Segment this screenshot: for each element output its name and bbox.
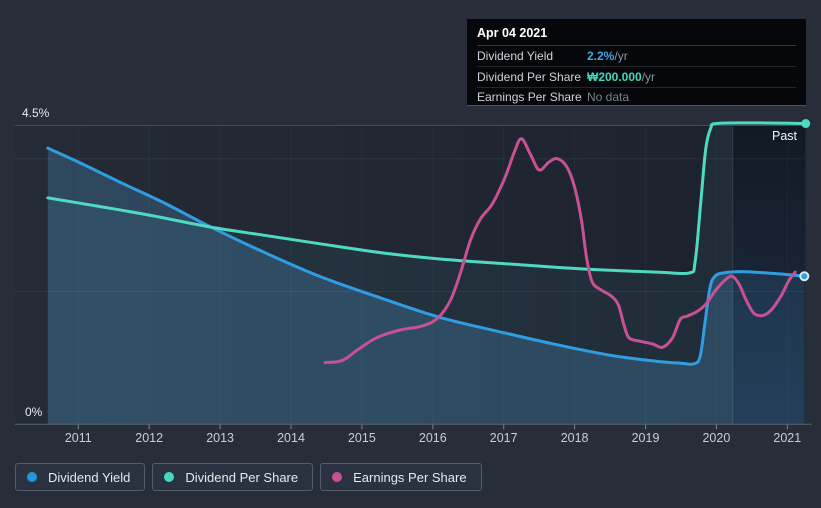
year-label-2019: 2019 — [632, 431, 660, 445]
x-axis — [15, 423, 812, 430]
tooltip-value-suffix: /yr — [641, 70, 656, 84]
tooltip-value: ₩200.000 — [587, 70, 642, 84]
series-area-fills — [47, 122, 806, 425]
dividend-per-share-dot-icon — [164, 472, 175, 482]
earnings-per-share-dot-icon — [332, 472, 343, 482]
legend-item-earnings-per-share[interactable]: Earnings Per Share — [320, 463, 482, 491]
year-label-2015: 2015 — [348, 431, 376, 445]
year-label-2021: 2021 — [773, 431, 801, 445]
x-axis-year-labels: 2011 2012 2013 2014 2015 2016 2017 2018 2019 2020… — [65, 431, 801, 445]
legend-label: Earnings Per Share — [353, 469, 467, 485]
year-label-2013: 2013 — [206, 431, 234, 445]
past-label: Past — [772, 129, 798, 143]
tooltip-row-earnings-per-share: Earnings Per Share No data — [477, 88, 796, 105]
dividend-per-share-line — [46, 121, 808, 276]
y-axis-max-label: 4.5% — [22, 106, 50, 120]
year-label-2014: 2014 — [277, 431, 305, 445]
tooltip-label: Dividend Yield — [477, 49, 554, 63]
dividend-per-share-end-dot — [801, 119, 811, 129]
legend-item-dividend-per-share[interactable]: Dividend Per Share — [152, 463, 314, 491]
dividend-per-share-area — [47, 122, 806, 425]
tooltip: Apr 04 2021 Dividend Yield 2.2% /yr Divi… — [467, 19, 806, 106]
tooltip-label: Earnings Per Share — [477, 89, 582, 104]
earnings-per-share-line — [323, 137, 797, 365]
legend-label: Dividend Per Share — [185, 469, 299, 485]
series-end-dots — [799, 119, 811, 282]
plot-background — [15, 125, 805, 425]
dividend-yield-end-dot — [799, 271, 810, 282]
tooltip-value: No data — [587, 89, 630, 104]
plot-area — [15, 125, 805, 425]
tooltip-date: Apr 04 2021 — [477, 24, 796, 46]
legend: Dividend Yield Dividend Per Share Earnin… — [15, 463, 482, 491]
year-label-2017: 2017 — [490, 431, 518, 445]
tooltip-row-dividend-yield: Dividend Yield 2.2% /yr — [477, 46, 796, 67]
tooltip-value: 2.2% — [587, 49, 615, 63]
chart-canvas[interactable]: 4.5% 0% Past 2011 2012 2013 2014 2015 2016 201… — [0, 0, 821, 455]
year-label-2016: 2016 — [419, 431, 447, 445]
tooltip-label: Dividend Per Share — [477, 70, 582, 84]
legend-label: Dividend Yield — [48, 469, 131, 485]
series-lines — [46, 121, 808, 366]
year-label-2011: 2011 — [65, 431, 92, 445]
tooltip-row-dividend-per-share: Dividend Per Share ₩200.000 /yr — [477, 67, 796, 88]
legend-item-dividend-yield[interactable]: Dividend Yield — [15, 463, 146, 491]
year-label-2012: 2012 — [135, 431, 163, 445]
dividend-yield-dot-icon — [27, 472, 37, 482]
tooltip-value-suffix: /yr — [614, 49, 628, 63]
year-label-2018: 2018 — [561, 431, 589, 445]
dividend-yield-area — [47, 148, 805, 425]
y-axis-zero-label: 0% — [25, 405, 43, 419]
gridlines — [15, 125, 805, 292]
year-label-2020: 2020 — [702, 431, 730, 445]
